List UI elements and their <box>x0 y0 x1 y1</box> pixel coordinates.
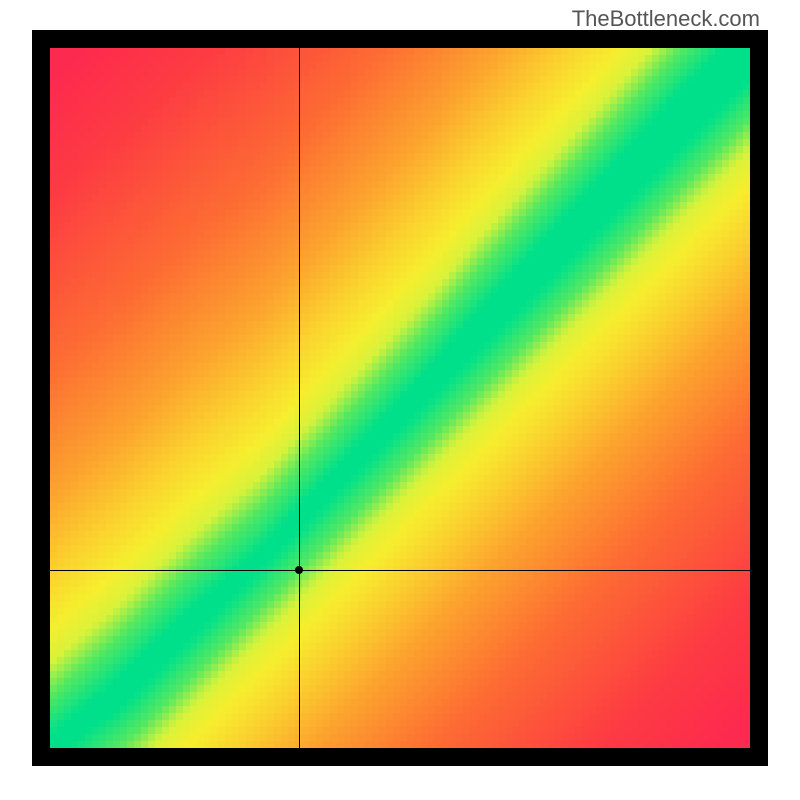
chart-frame <box>32 30 768 766</box>
watermark-text: TheBottleneck.com <box>572 6 760 32</box>
heatmap-canvas <box>50 48 750 748</box>
marker-dot <box>295 566 303 574</box>
chart-container: TheBottleneck.com <box>0 0 800 800</box>
crosshair-horizontal <box>50 570 750 571</box>
crosshair-vertical <box>299 48 300 748</box>
